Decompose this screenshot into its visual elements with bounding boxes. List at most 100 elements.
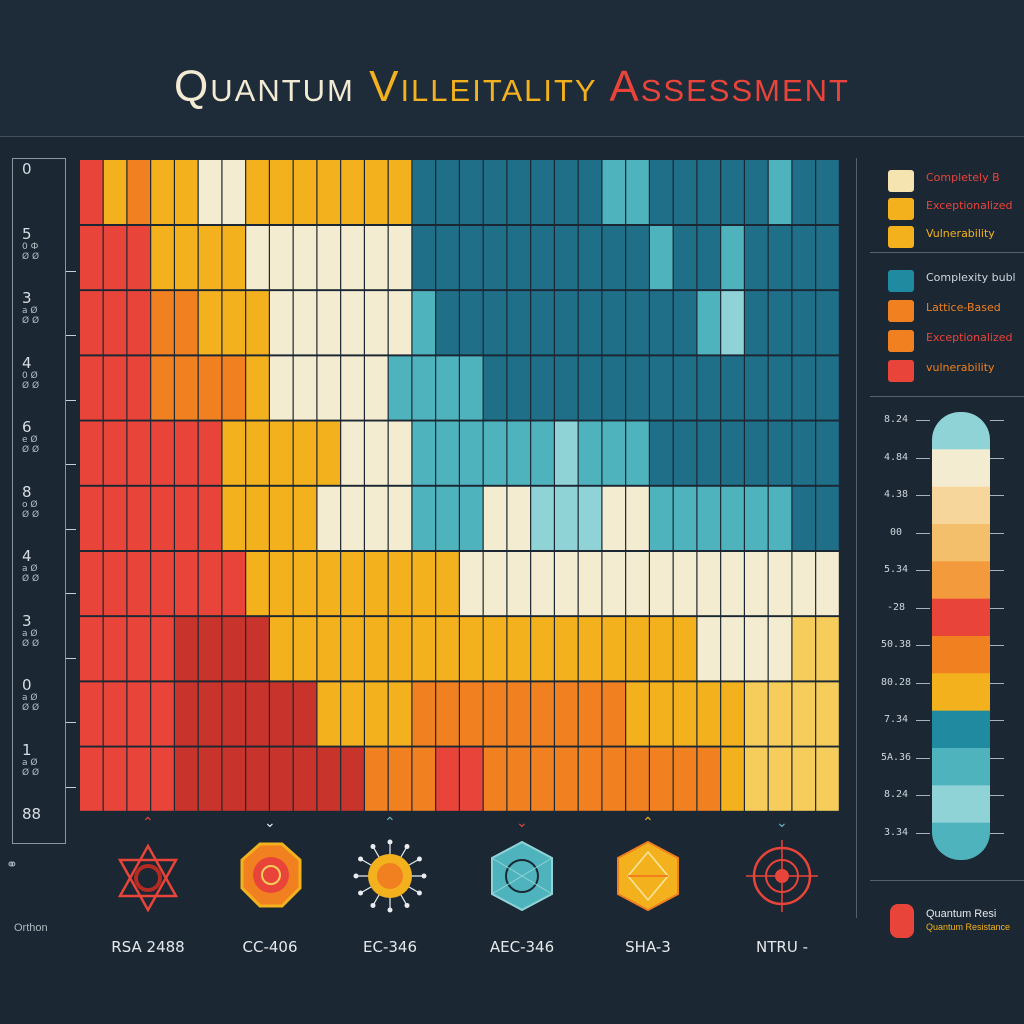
heatmap-cell (127, 355, 151, 420)
heatmap-cell (650, 746, 673, 811)
heatmap-cell (650, 681, 673, 746)
octagon-icon (220, 838, 320, 918)
heatmap-cell (697, 486, 721, 550)
heatmap-cell (103, 486, 127, 550)
y-tick-value: 4 (22, 353, 32, 372)
heatmap-cell (650, 420, 673, 485)
heatmap-cell (697, 355, 721, 420)
heatmap-cell (507, 551, 531, 616)
heatmap-cell (365, 551, 388, 616)
heatmap-cell (483, 616, 507, 681)
x-axis-label: RSA 2488 (111, 938, 185, 956)
heatmap-cell (650, 486, 673, 550)
y-tick-value: 6 (22, 418, 32, 436)
heatmap-cell (175, 616, 198, 681)
legend-swatch (888, 360, 914, 382)
heatmap-cell (198, 225, 222, 290)
heatmap-cell (246, 486, 269, 550)
heatmap-cell (507, 160, 531, 224)
heatmap-cell (578, 616, 602, 681)
heatmap-cell (673, 746, 697, 811)
x-marker-icon: ⌃ (142, 814, 154, 830)
heatmap-cell (80, 420, 103, 485)
colorbar-label: -28 (886, 601, 906, 613)
heatmap-cell (792, 486, 816, 550)
colorbar-label: 7.34 (883, 714, 909, 725)
heatmap-cell (768, 160, 792, 224)
heatmap-cell (745, 290, 768, 355)
heatmap-cell (198, 616, 222, 681)
heatmap-cell (198, 681, 222, 746)
heatmap-cell (436, 225, 459, 290)
legend-item: vulnerability (886, 356, 1024, 384)
heatmap-cell (721, 160, 744, 224)
heatmap-cell (745, 486, 768, 550)
y-tick-sublabel: Ø Ø (22, 251, 40, 262)
quantum-resistance-label: Quantum Resi (926, 908, 997, 920)
heatmap-cell (578, 290, 602, 355)
heatmap-cell (436, 746, 459, 811)
heatmap-cell (341, 225, 364, 290)
x-axis-label: CC-406 (242, 938, 298, 956)
colorbar-tick (990, 457, 1004, 459)
colorbar-label: 5A.36 (880, 751, 912, 763)
heatmap-cell (341, 290, 364, 355)
crystal-icon (598, 838, 698, 918)
heatmap-cell (721, 681, 744, 746)
heatmap-cell (745, 551, 768, 616)
heatmap-cell (792, 160, 816, 224)
heatmap-cell (365, 681, 388, 746)
heatmap-cell (293, 290, 317, 355)
heatmap-cell (103, 290, 127, 355)
y-tick-mark (66, 657, 76, 659)
legend-swatch (888, 226, 914, 248)
heatmap-cell (151, 551, 174, 616)
heatmap-cell (270, 420, 293, 485)
heatmap-cell (650, 551, 673, 616)
heatmap-cell (673, 290, 697, 355)
x-axis-label: NTRU - (756, 938, 808, 956)
heatmap-cell (460, 681, 483, 746)
heatmap-cell (507, 420, 531, 485)
heatmap-cell (531, 225, 554, 290)
heatmap-cell (222, 681, 246, 746)
colorbar-tick (990, 720, 1004, 721)
heatmap-cell (198, 420, 222, 485)
heatmap-cell (175, 681, 198, 746)
heatmap-cell (460, 486, 483, 550)
heatmap-cell (222, 225, 246, 290)
heatmap-cell (317, 746, 341, 811)
heatmap-cell (175, 486, 198, 550)
x-marker-icon: ⌄ (776, 814, 788, 830)
colorbar-tick (990, 795, 1004, 796)
heatmap-cell (127, 616, 151, 681)
y-tick-sublabel: a Ø (22, 564, 38, 574)
colorbar-tick (916, 757, 930, 759)
heatmap-cell (222, 160, 246, 224)
heatmap-cell (626, 225, 649, 290)
heatmap-cell (483, 225, 507, 290)
heatmap-cell (198, 355, 222, 420)
colorbar-tick (990, 420, 1004, 421)
heatmap-cell (816, 420, 839, 485)
heatmap-cell (436, 160, 459, 224)
heatmap-cell (602, 681, 626, 746)
heatmap-cell (270, 746, 293, 811)
heatmap-cell (365, 225, 388, 290)
heatmap-cell (816, 160, 839, 224)
y-tick-value: 5 (22, 224, 32, 243)
molecule-icon (340, 838, 440, 918)
legend-separator (870, 880, 1024, 881)
heatmap-cell (650, 355, 673, 420)
x-axis-label: EC-346 (363, 938, 417, 956)
heatmap-cell (80, 290, 103, 355)
heatmap-cell (151, 420, 174, 485)
heatmap-cell (650, 225, 673, 290)
y-tick-value: 4 (22, 547, 32, 565)
heatmap-cell (768, 225, 792, 290)
heatmap-cell (388, 290, 412, 355)
heatmap-cell (365, 616, 388, 681)
